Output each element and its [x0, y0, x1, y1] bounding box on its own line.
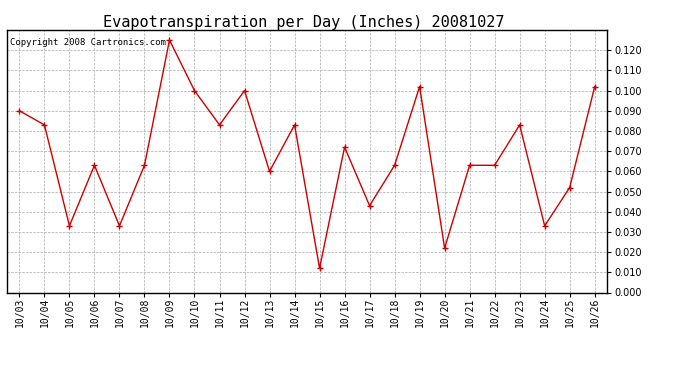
Text: Copyright 2008 Cartronics.com: Copyright 2008 Cartronics.com	[10, 38, 166, 47]
Text: Evapotranspiration per Day (Inches) 20081027: Evapotranspiration per Day (Inches) 2008…	[103, 15, 504, 30]
